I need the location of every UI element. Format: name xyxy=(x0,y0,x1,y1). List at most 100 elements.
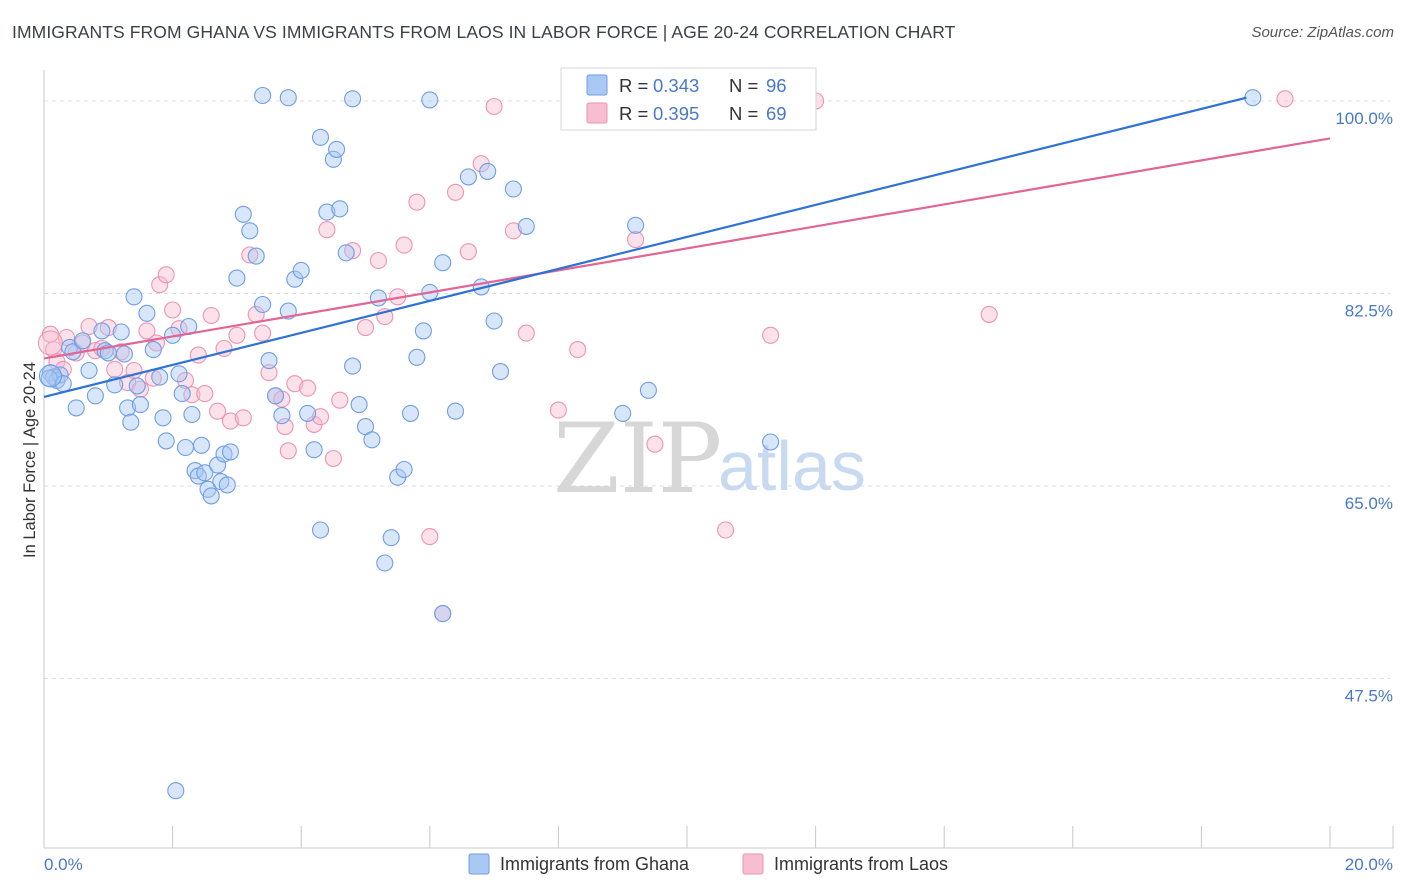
ghana-point xyxy=(183,405,201,424)
ghana-point xyxy=(218,476,236,494)
ghana-point xyxy=(414,322,432,340)
ghana-point xyxy=(324,150,342,168)
ghana-point xyxy=(273,407,291,425)
ghana-point xyxy=(112,323,130,341)
laos-point xyxy=(279,442,297,460)
laos-point xyxy=(138,322,156,340)
ghana-point xyxy=(51,366,69,384)
ghana-point xyxy=(167,782,185,800)
ghana-point xyxy=(247,247,265,265)
legend-r-value-laos: 0.395 xyxy=(653,103,699,124)
ghana-point xyxy=(459,168,477,186)
ghana-point xyxy=(260,352,278,370)
laos-point xyxy=(176,371,195,389)
ghana-point xyxy=(215,445,233,463)
ghana-point xyxy=(504,180,522,198)
ghana-point xyxy=(311,521,330,539)
ghana-point xyxy=(328,140,346,158)
watermark-atlas: atlas xyxy=(718,427,866,505)
ghana-point xyxy=(154,409,172,427)
ghana-point xyxy=(446,402,465,420)
laos-point xyxy=(569,341,587,359)
ghana-point xyxy=(115,345,133,363)
laos-point xyxy=(151,276,169,294)
ghana-point xyxy=(434,605,452,623)
ghana-point xyxy=(434,254,452,272)
laos-trend-line xyxy=(43,137,1331,360)
gridlines xyxy=(44,100,1390,679)
laos-point xyxy=(549,401,567,419)
bottom-legend-label-ghana: Immigrants from Ghana xyxy=(500,854,690,874)
ghana-point xyxy=(337,244,355,262)
laos-point xyxy=(286,375,304,393)
ghana-point xyxy=(517,217,535,235)
ghana-point xyxy=(318,203,336,221)
ghana-point xyxy=(305,441,323,459)
x-tick-label: 0.0% xyxy=(44,855,83,874)
ghana-point xyxy=(196,464,214,482)
ghana-point xyxy=(192,436,211,454)
ghana-point xyxy=(173,385,191,403)
ghana-point xyxy=(292,261,310,279)
laos-point xyxy=(646,435,664,453)
ghana-point xyxy=(286,270,304,288)
ghana-point xyxy=(86,387,104,405)
laos-point xyxy=(344,242,362,260)
ghana-point xyxy=(491,363,510,381)
bottom-legend-label-laos: Immigrants from Laos xyxy=(774,854,948,874)
series-laos-points xyxy=(37,90,1294,623)
ghana-point xyxy=(401,404,420,422)
laos-point xyxy=(276,418,294,436)
tick-labels: 100.0% 82.5% 65.0% 47.5% 0.0% 20.0% xyxy=(44,109,1393,874)
ghana-point xyxy=(241,222,259,240)
y-axis-title: In Labor Force | Age 20-24 xyxy=(21,362,39,558)
bottom-legend-swatch-laos xyxy=(742,853,764,875)
ghana-point xyxy=(382,529,400,547)
ghana-point xyxy=(344,90,362,108)
ghana-point xyxy=(221,443,240,461)
legend-n-value-ghana: 96 xyxy=(766,75,787,96)
laos-point xyxy=(324,449,342,468)
trend-lines xyxy=(43,96,1331,398)
ghana-point xyxy=(627,216,645,234)
ghana-point xyxy=(228,269,246,287)
laos-point xyxy=(157,266,175,284)
laos-point xyxy=(37,330,63,356)
ghana-point xyxy=(138,304,156,322)
laos-point xyxy=(331,391,349,409)
laos-point xyxy=(241,246,259,264)
laos-point xyxy=(209,402,227,420)
ghana-point xyxy=(93,322,111,340)
y-tick-label: 100.0% xyxy=(1335,109,1393,128)
ghana-point xyxy=(299,404,317,422)
ghana-point xyxy=(479,162,497,180)
ghana-point xyxy=(170,365,188,383)
y-tick-label: 47.5% xyxy=(1345,687,1393,706)
ghana-point xyxy=(421,91,439,109)
ghana-point xyxy=(74,332,92,350)
laos-point xyxy=(1276,90,1294,108)
laos-point xyxy=(446,183,465,201)
legend-r-value-ghana: 0.343 xyxy=(653,75,699,96)
ghana-point xyxy=(350,396,368,414)
laos-point xyxy=(980,305,998,323)
ghana-point xyxy=(202,487,220,505)
laos-point xyxy=(221,412,240,430)
ghana-point xyxy=(131,396,149,414)
laos-point xyxy=(504,222,522,240)
laos-point xyxy=(164,301,182,319)
y-tick-label: 65.0% xyxy=(1345,494,1393,513)
laos-point xyxy=(228,326,246,344)
laos-point xyxy=(485,97,503,116)
laos-point xyxy=(421,528,439,546)
legend-r-label-laos: R = xyxy=(619,103,648,124)
ghana-point xyxy=(363,431,381,449)
ghana-point xyxy=(80,361,98,380)
laos-point xyxy=(106,360,124,378)
laos-point xyxy=(254,324,272,342)
ghana-point xyxy=(157,432,175,450)
chart-title: IMMIGRANTS FROM GHANA VS IMMIGRANTS FROM… xyxy=(12,22,956,42)
ghana-point xyxy=(485,312,503,330)
legend-box: R = 0.343 N = 96 R = 0.395 N = 69 xyxy=(560,67,817,131)
